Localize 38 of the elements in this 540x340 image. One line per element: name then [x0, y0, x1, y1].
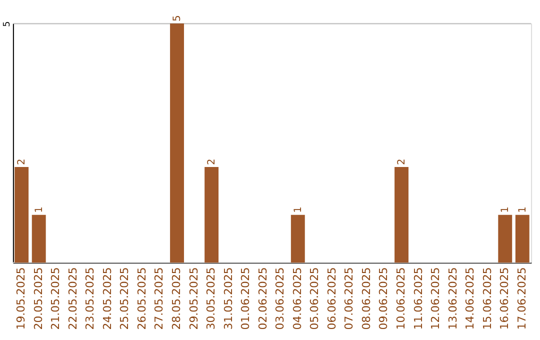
data-label: 1	[34, 206, 45, 213]
x-tick-label: 31.05.2025	[222, 267, 235, 330]
x-tick-label: 05.06.2025	[308, 267, 322, 330]
x-tick-label: 04.06.2025	[290, 267, 304, 330]
x-tick-label: 01.06.2025	[239, 267, 252, 330]
data-label: 1	[292, 206, 304, 213]
x-tick-label: 24.05.2025	[100, 267, 114, 330]
x-tick-label: 09.06.2025	[377, 267, 390, 330]
x-tick-label: 27.05.2025	[152, 267, 166, 330]
x-tick-label: 25.05.2025	[118, 267, 132, 330]
x-tick-label: 29.05.2025	[187, 267, 200, 330]
x-tick-label: 16.06.2025	[498, 267, 512, 330]
data-label: 2	[16, 158, 28, 166]
x-tick-label: 30.05.2025	[204, 267, 218, 330]
x-tick-label: 15.06.2025	[480, 267, 494, 330]
data-label: 1	[517, 206, 528, 213]
x-tick-label: 17.06.2025	[515, 267, 528, 330]
x-tick-label: 28.05.2025	[170, 267, 183, 330]
data-label: 5	[172, 15, 183, 22]
x-tick-label: 08.06.2025	[360, 267, 373, 330]
data-label: 1	[500, 206, 512, 213]
x-tick-label: 11.06.2025	[412, 267, 425, 330]
x-tick-label: 14.06.2025	[464, 267, 477, 330]
x-tick-label: 03.06.2025	[274, 267, 287, 330]
x-tick-label: 06.06.2025	[325, 267, 338, 330]
x-tick-label: 07.06.2025	[342, 267, 356, 330]
x-tick-label: 12.06.2025	[429, 267, 442, 330]
x-tick-label: 13.06.2025	[446, 267, 460, 330]
x-tick-label: 19.05.2025	[14, 267, 28, 330]
x-tick-label: 22.05.2025	[66, 267, 80, 330]
x-tick-label: 23.05.2025	[84, 267, 97, 330]
x-tick-label: 21.05.2025	[49, 267, 62, 330]
x-tick-label: 20.05.2025	[32, 267, 45, 330]
x-tick-label: 10.06.2025	[394, 267, 408, 330]
x-tick-label: 26.05.2025	[135, 267, 148, 330]
data-label: 2	[396, 158, 408, 166]
x-tick-label: 02.06.2025	[256, 267, 270, 330]
data-label: 2	[206, 158, 218, 166]
